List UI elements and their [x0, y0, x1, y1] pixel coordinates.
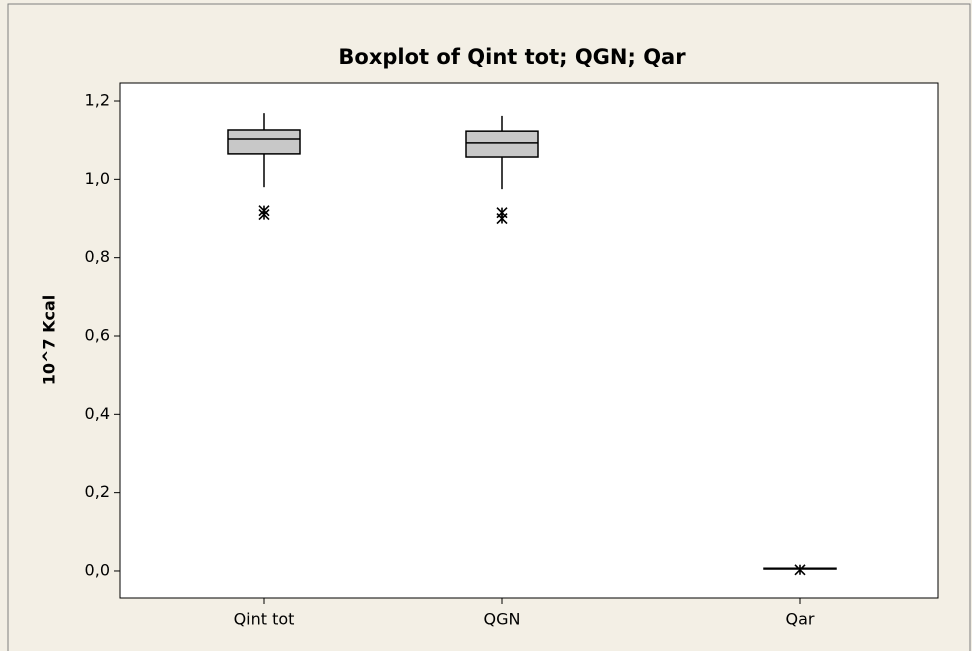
- outlier: [258, 209, 270, 221]
- y-tick-label: 0,0: [85, 560, 110, 579]
- y-tick-label: 0,4: [85, 404, 110, 423]
- y-tick-label: 0,6: [85, 325, 110, 344]
- x-tick-label: Qar: [786, 610, 815, 629]
- box: [465, 130, 539, 158]
- plot-area: [119, 82, 939, 599]
- frame: [7, 3, 971, 651]
- y-tick-label: 0,8: [85, 247, 110, 266]
- chart-title: Boxplot of Qint tot; QGN; Qar: [338, 45, 686, 69]
- y-axis-label: 10^7 Kcal: [40, 295, 59, 386]
- y-tick-label: 1,0: [85, 169, 110, 188]
- box: [227, 129, 301, 155]
- x-tick-label: QGN: [484, 610, 521, 629]
- outlier: [794, 564, 806, 576]
- outlier: [496, 212, 508, 225]
- y-tick-label: 0,2: [85, 482, 110, 501]
- x-tick-label: Qint tot: [234, 610, 295, 629]
- y-tick-label: 1,2: [85, 91, 110, 110]
